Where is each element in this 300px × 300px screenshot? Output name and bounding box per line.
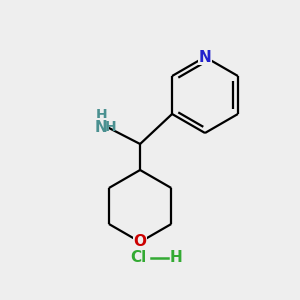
Text: N: N bbox=[199, 50, 212, 64]
Text: H: H bbox=[95, 108, 107, 122]
Text: O: O bbox=[134, 235, 147, 250]
Text: N: N bbox=[95, 119, 107, 134]
Text: H: H bbox=[169, 250, 182, 266]
Text: Cl: Cl bbox=[130, 250, 146, 266]
Text: H: H bbox=[104, 120, 116, 134]
